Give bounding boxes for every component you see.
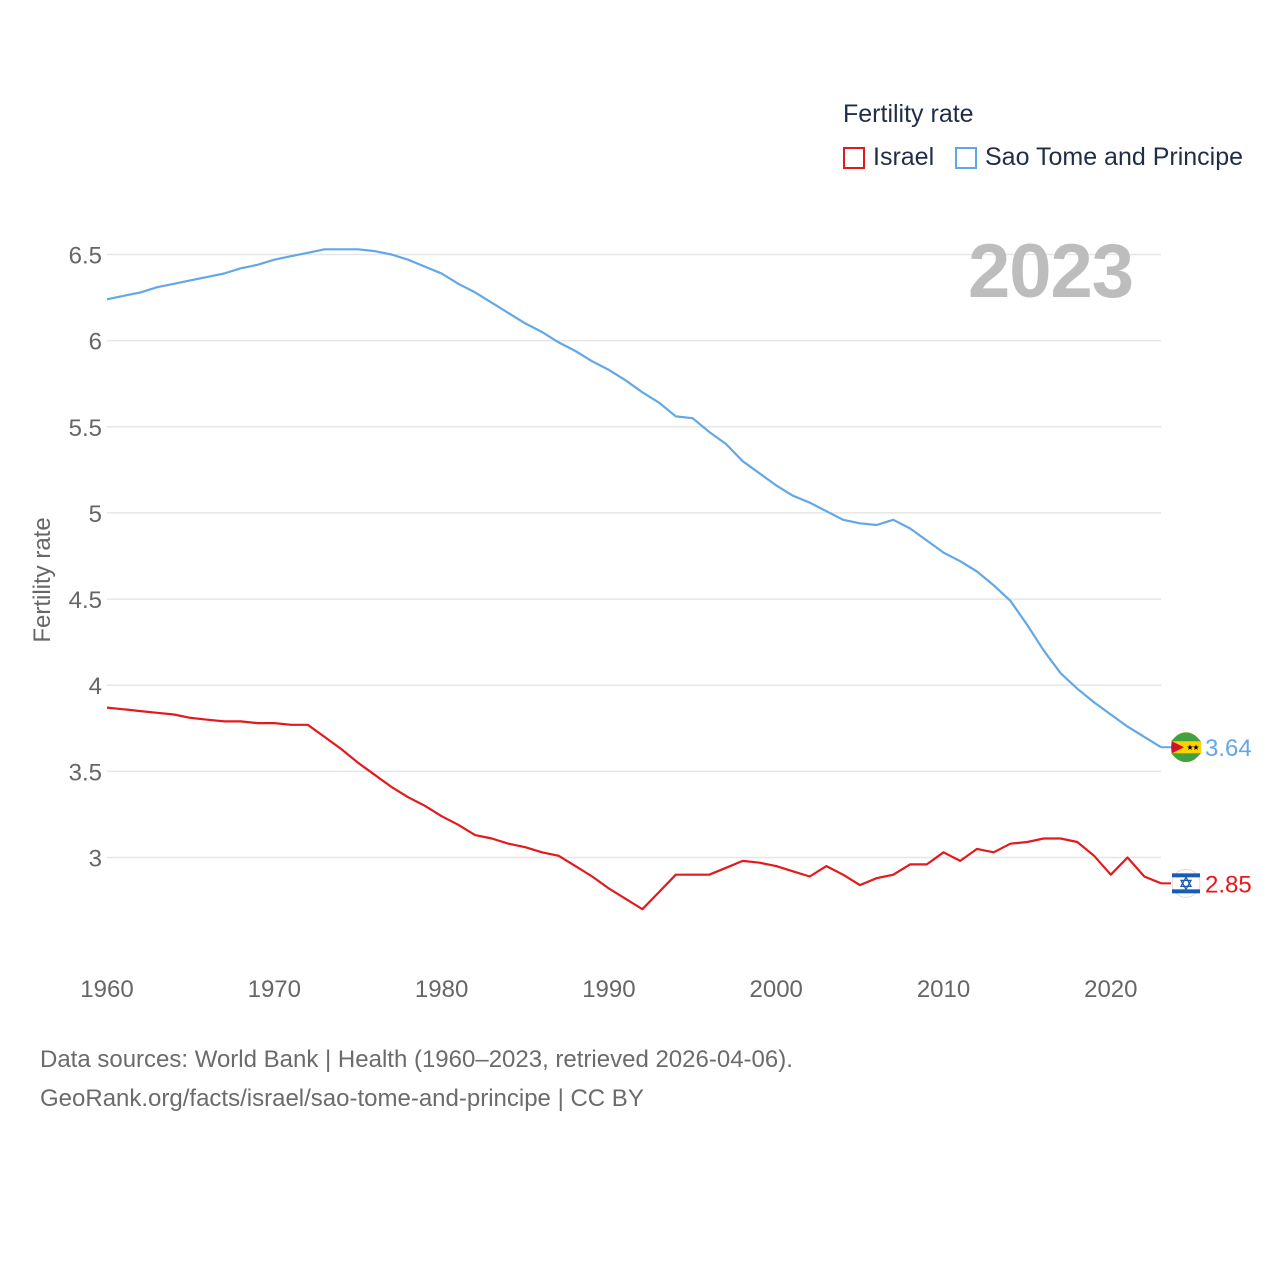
x-tick-label: 1990 [582,976,635,1003]
y-tick-label: 5 [89,501,102,528]
end-value-label: 3.64 [1205,735,1252,762]
y-axis-ticks: 3 3.5 4 4.5 5 5.5 6 6.5 [69,243,102,873]
source-line: Data sources: World Bank | Health (1960–… [40,1046,793,1073]
end-markers: 2.85★★ 3.64 [1161,732,1252,898]
svg-text:★: ★ [1192,743,1199,752]
legend-item-sao-tome[interactable]: Sao Tome and Principe [955,143,1243,172]
series-lines [106,248,1162,911]
legend-label-israel: Israel [873,143,935,171]
israel-flag-icon [1171,868,1201,898]
series-line-israel [106,706,1162,911]
y-tick-label: 4.5 [69,587,102,614]
series-line-sao-tome [106,248,1162,749]
x-axis-ticks: 1960 1970 1980 1990 2000 2010 2020 [80,976,1137,1003]
x-tick-label: 2020 [1084,976,1137,1003]
legend-item-israel[interactable]: Israel [843,143,934,172]
y-axis-label: Fertility rate [29,517,56,642]
svg-text:★: ★ [1186,743,1193,752]
y-tick-label: 6.5 [69,243,102,270]
legend-swatch-sao-tome [955,146,977,169]
legend-swatch-israel [843,146,865,169]
legend-title: Fertility rate [843,100,974,128]
y-tick-label: 3 [89,846,102,873]
year-watermark: 2023 [968,229,1134,314]
x-tick-label: 2000 [750,976,803,1003]
end-value-label: 2.85 [1205,871,1252,898]
sao-tome-flag-icon: ★★ [1171,732,1201,763]
x-tick-label: 2010 [917,976,970,1003]
gridlines [107,253,1161,859]
x-tick-label: 1960 [80,976,133,1003]
source-url[interactable]: GeoRank.org/facts/israel/sao-tome-and-pr… [40,1085,644,1112]
y-tick-label: 5.5 [69,415,102,442]
x-tick-label: 1980 [415,976,468,1003]
legend-label-sao-tome: Sao Tome and Principe [985,143,1244,171]
y-tick-label: 4 [89,673,102,700]
y-tick-label: 3.5 [69,759,102,786]
x-tick-label: 1970 [248,976,301,1003]
y-tick-label: 6 [89,329,102,356]
